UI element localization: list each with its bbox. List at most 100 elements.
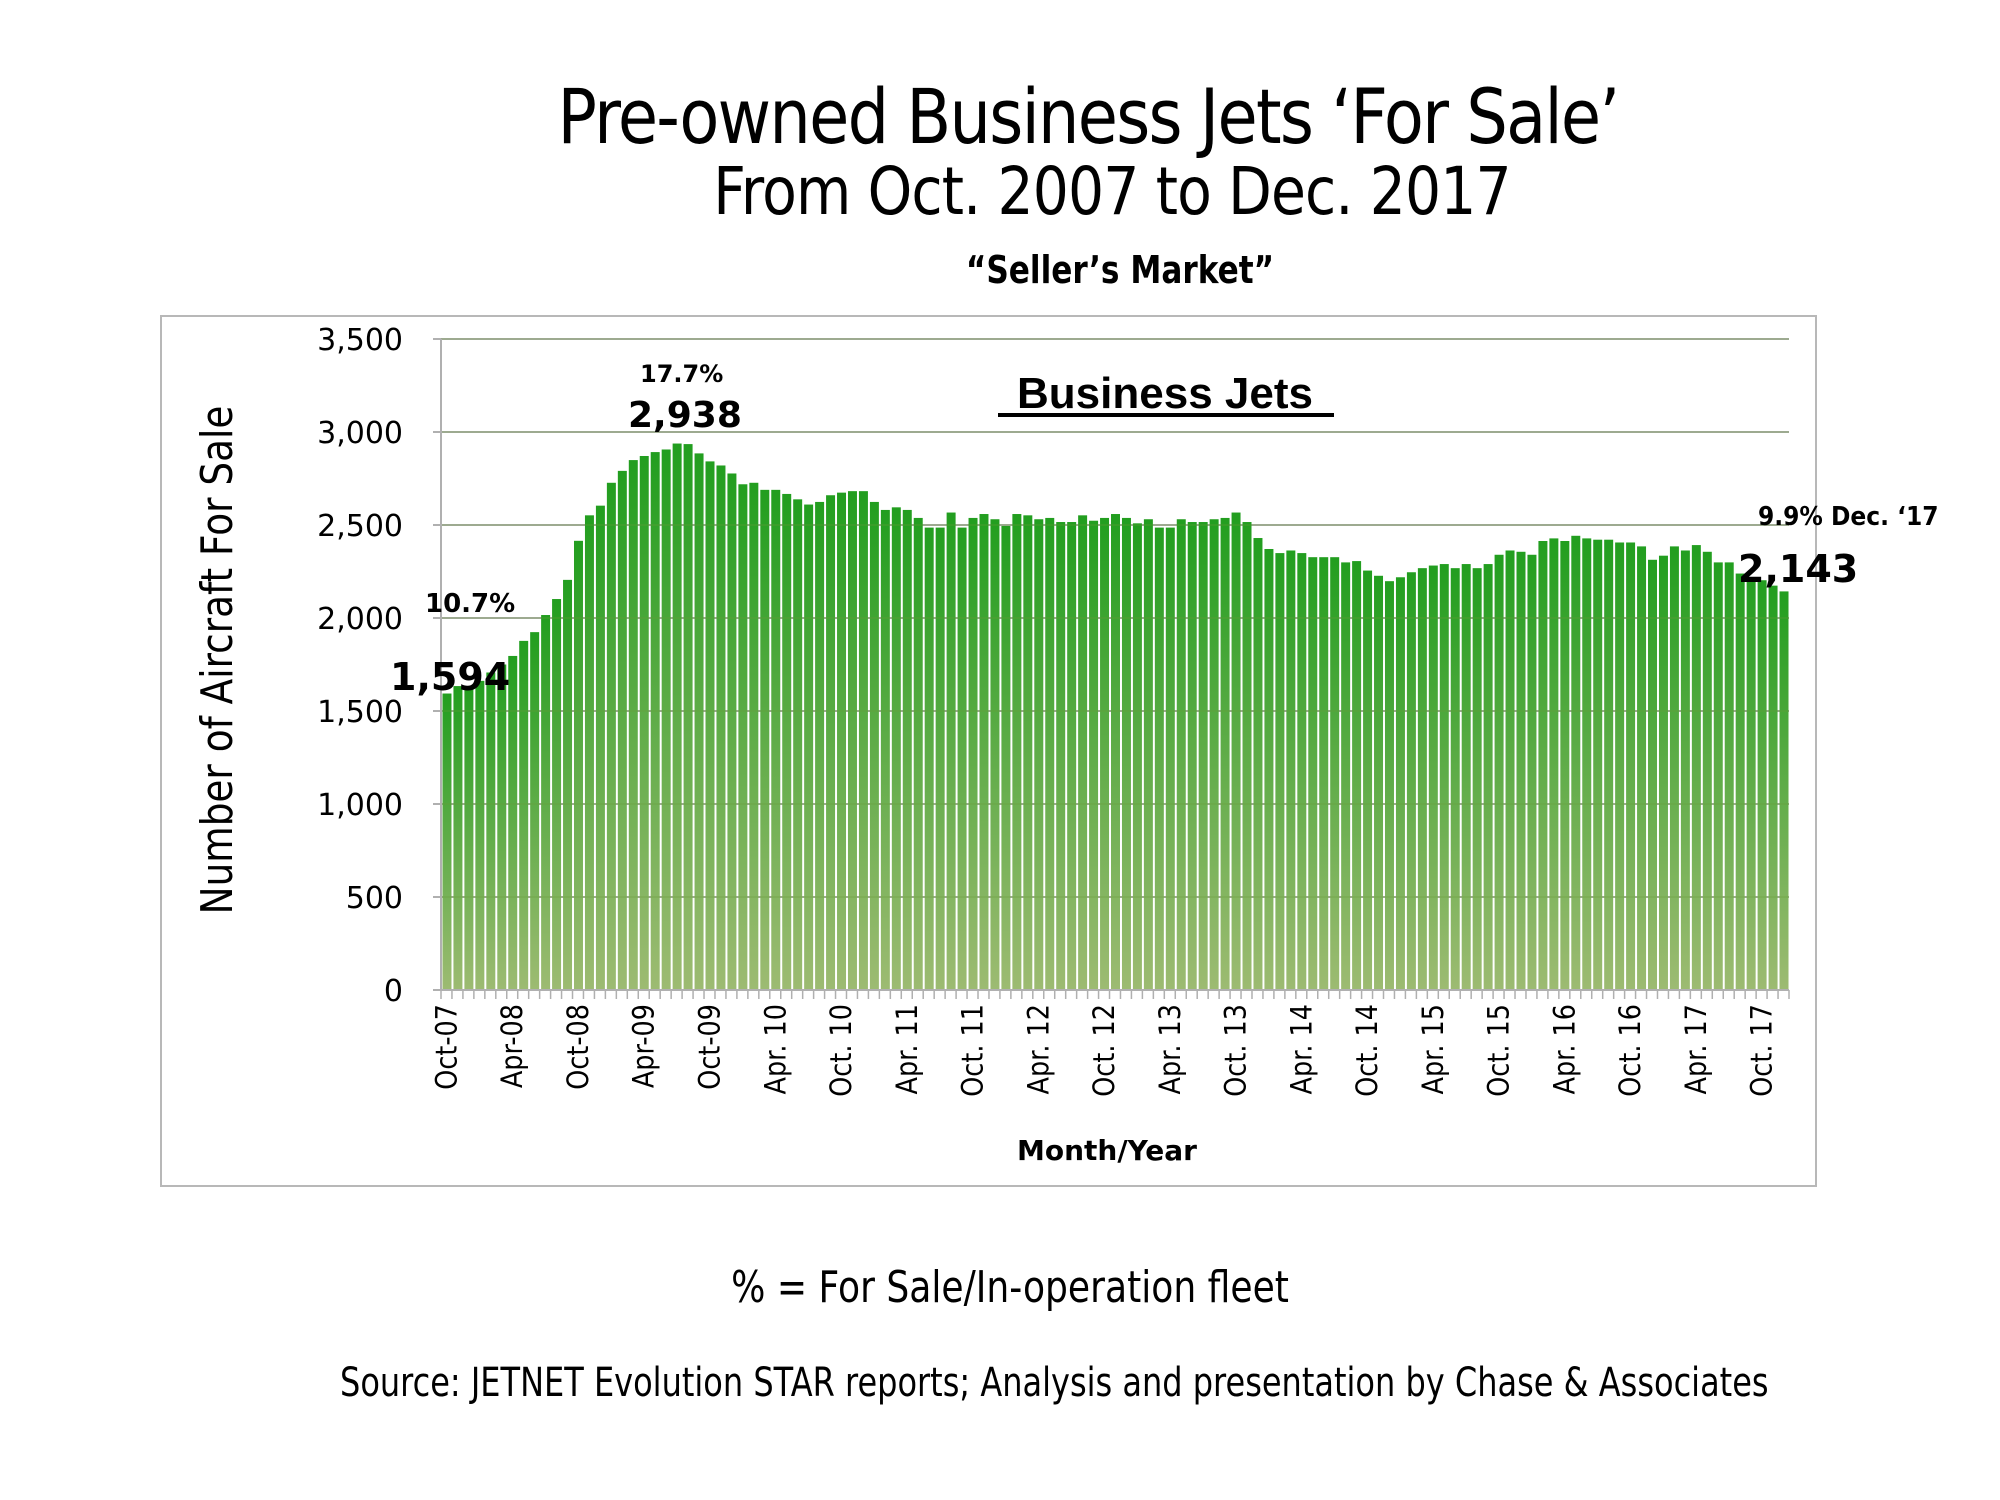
bar bbox=[1702, 551, 1712, 990]
y-tick-label: 1,000 bbox=[317, 788, 403, 823]
bar bbox=[573, 540, 583, 990]
bar bbox=[1428, 565, 1438, 990]
bar bbox=[1757, 580, 1767, 990]
bar bbox=[552, 599, 562, 990]
bar bbox=[1593, 539, 1603, 990]
x-tick-label: Apr. 15 bbox=[1417, 1004, 1450, 1094]
start-pct-label: 10.7% bbox=[425, 589, 515, 619]
end-pct-label: 9.9% Dec. ‘17 bbox=[1758, 501, 1939, 531]
bar bbox=[924, 527, 934, 990]
bar bbox=[497, 664, 507, 990]
chart-frame bbox=[160, 315, 1817, 1187]
page-subtitle: From Oct. 2007 to Dec. 2017 bbox=[713, 153, 1511, 230]
y-tick-label: 0 bbox=[384, 974, 403, 1009]
x-tick-label: Oct. 13 bbox=[1220, 1004, 1253, 1097]
bar bbox=[1516, 551, 1526, 990]
bar bbox=[1275, 553, 1285, 990]
bar bbox=[727, 473, 737, 990]
bar bbox=[1242, 522, 1252, 990]
bar bbox=[1045, 517, 1055, 990]
bar bbox=[1582, 538, 1592, 990]
bar bbox=[1154, 527, 1164, 990]
bar bbox=[749, 482, 759, 990]
x-tick-label: Apr. 14 bbox=[1286, 1004, 1319, 1094]
bar bbox=[1023, 515, 1033, 990]
bar bbox=[1626, 542, 1636, 990]
bar bbox=[606, 482, 616, 990]
y-tick-label: 3,000 bbox=[317, 416, 403, 451]
x-tick-labels: Oct-07 Apr-08 Oct-08 Apr-09 Oct-09 Apr. 10 Oct… bbox=[431, 1004, 1779, 1097]
bar bbox=[1604, 539, 1614, 990]
bar bbox=[826, 495, 836, 990]
bar bbox=[1286, 550, 1296, 990]
bar bbox=[979, 514, 989, 990]
bar bbox=[486, 672, 496, 990]
bar bbox=[1472, 568, 1482, 990]
y-axis-title: Number of Aircraft For Sale bbox=[191, 406, 243, 915]
bar bbox=[1779, 591, 1789, 990]
bar bbox=[1406, 572, 1416, 990]
bar bbox=[1384, 581, 1394, 990]
bar bbox=[1341, 562, 1351, 990]
end-value-label: 2,143 bbox=[1738, 547, 1858, 591]
bar bbox=[1308, 557, 1318, 990]
footnote: % = For Sale/In-operation fleet bbox=[731, 1262, 1289, 1313]
x-tick-label: Oct. 15 bbox=[1483, 1004, 1516, 1097]
bar bbox=[1363, 570, 1373, 990]
bar bbox=[1374, 575, 1384, 990]
bar bbox=[1001, 525, 1011, 990]
x-tick-label: Apr. 13 bbox=[1154, 1004, 1187, 1094]
bar bbox=[804, 504, 814, 990]
bar bbox=[1549, 538, 1559, 990]
bar bbox=[990, 519, 1000, 990]
bar bbox=[1680, 550, 1690, 990]
bar bbox=[1439, 564, 1449, 990]
bar bbox=[1746, 577, 1756, 990]
bar bbox=[508, 655, 518, 990]
bar bbox=[1483, 564, 1493, 990]
bar bbox=[650, 452, 660, 990]
x-tick-label: Apr. 11 bbox=[891, 1004, 924, 1094]
bar bbox=[869, 501, 879, 990]
x-tick-label: Apr. 16 bbox=[1549, 1004, 1582, 1094]
bar bbox=[1571, 535, 1581, 990]
start-value-label: 1,594 bbox=[390, 655, 510, 699]
page-tagline: “Seller’s Market” bbox=[965, 248, 1275, 292]
bar bbox=[771, 489, 781, 990]
bar bbox=[837, 492, 847, 990]
bar bbox=[639, 455, 649, 990]
x-axis-title: Month/Year bbox=[1017, 1134, 1197, 1167]
y-tick-label: 2,500 bbox=[317, 509, 403, 544]
bar bbox=[464, 686, 474, 990]
bars bbox=[442, 443, 1789, 991]
x-tick-label: Apr. 17 bbox=[1680, 1004, 1713, 1094]
bar bbox=[1615, 542, 1625, 990]
bar bbox=[683, 444, 693, 991]
source-citation: Source: JETNET Evolution STAR reports; A… bbox=[340, 1360, 1769, 1406]
bar bbox=[672, 443, 682, 991]
bar bbox=[1505, 550, 1515, 990]
bar bbox=[935, 527, 945, 990]
bar bbox=[1264, 548, 1274, 990]
bar bbox=[1100, 517, 1110, 990]
bar bbox=[705, 461, 715, 990]
bar bbox=[530, 632, 540, 990]
bar bbox=[1395, 577, 1405, 990]
bar bbox=[661, 449, 671, 990]
bar bbox=[453, 686, 463, 990]
y-tick-labels: 0 500 1,000 1,500 2,000 2,500 3,000 3,500 bbox=[317, 323, 403, 1009]
bar bbox=[716, 465, 726, 991]
x-tick-label: Oct. 16 bbox=[1615, 1004, 1648, 1097]
chart-title: Business Jets bbox=[1017, 369, 1313, 418]
bar bbox=[847, 491, 857, 990]
bar bbox=[1494, 554, 1504, 990]
bar bbox=[782, 493, 792, 990]
bar bbox=[1637, 546, 1647, 990]
chart-title-underline bbox=[998, 413, 1334, 417]
x-tick-label: Oct. 10 bbox=[826, 1004, 859, 1097]
bar bbox=[1143, 519, 1153, 990]
bar bbox=[1768, 585, 1778, 990]
bar bbox=[1560, 540, 1570, 990]
bar bbox=[946, 512, 956, 990]
